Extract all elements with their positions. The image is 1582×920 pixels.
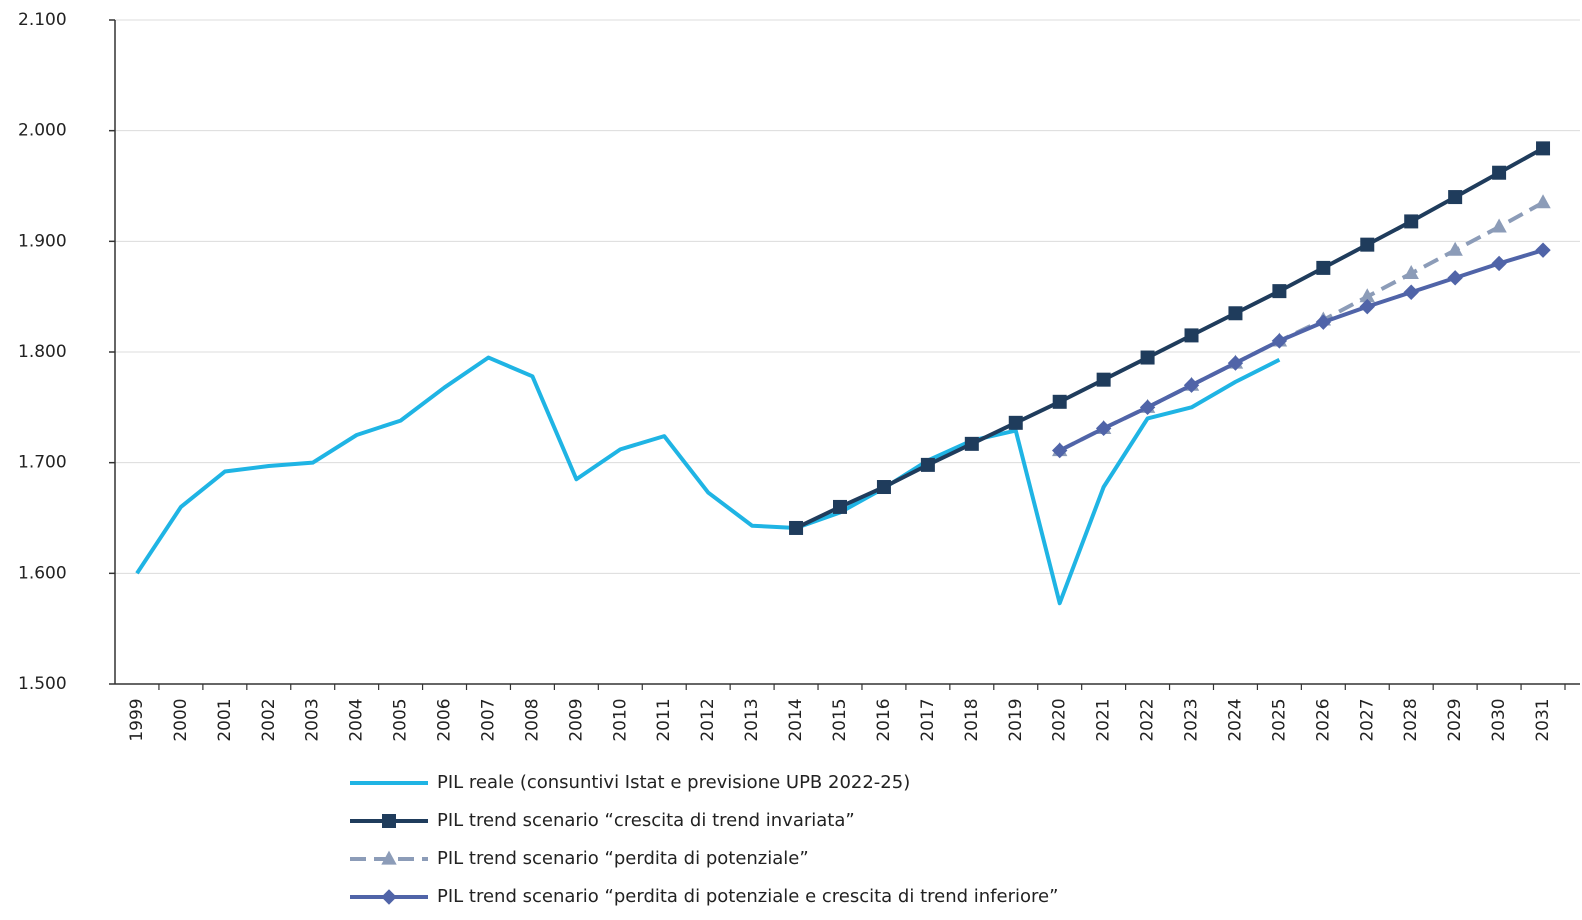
x-tick-label: 2031: [1533, 698, 1553, 741]
data-point: [1052, 394, 1067, 409]
x-tick-label: 2019: [1006, 698, 1026, 741]
x-tick-label: 2025: [1269, 698, 1289, 741]
x-tick-label: 2018: [962, 698, 982, 741]
legend-marker: [382, 814, 396, 828]
x-tick-label: 2024: [1225, 698, 1245, 741]
data-point: [1184, 328, 1199, 343]
data-point: [1096, 372, 1111, 387]
x-tick-label: 2005: [391, 698, 411, 741]
x-tick-label: 2008: [522, 698, 542, 741]
data-point: [1140, 350, 1155, 365]
data-point: [1359, 288, 1375, 303]
data-point: [1448, 190, 1463, 205]
data-point: [1403, 284, 1419, 300]
series-line: [135, 355, 1281, 606]
data-point: [1447, 270, 1463, 286]
x-tick-label: 2014: [786, 698, 806, 741]
x-tick-label: 2007: [478, 698, 498, 741]
x-tick-label: 2028: [1401, 698, 1421, 741]
y-tick-label: 2.100: [18, 10, 67, 30]
x-tick-label: 2002: [259, 698, 279, 741]
x-tick-label: 2006: [435, 698, 455, 741]
x-tick-label: 2003: [303, 698, 323, 741]
x-tick-label: 2012: [698, 698, 718, 741]
data-point: [1139, 399, 1156, 416]
x-tick-label: 2009: [566, 698, 586, 741]
series-line: [795, 146, 1544, 530]
x-tick-label: 2026: [1313, 698, 1333, 741]
data-point: [1051, 442, 1068, 459]
legend-marker: [381, 850, 397, 865]
x-tick-label: 1999: [127, 698, 147, 741]
x-tick-label: 2011: [654, 698, 674, 741]
data-point: [1536, 141, 1551, 156]
data-point: [833, 499, 847, 514]
data-point: [1272, 284, 1287, 299]
y-tick-label: 1.700: [18, 453, 67, 473]
data-point: [1447, 241, 1463, 256]
legend-label: PIL reale (consuntivi Istat e previsione…: [437, 772, 910, 793]
x-tick-label: 2016: [874, 698, 894, 741]
data-point: [1095, 420, 1112, 437]
x-tick-label: 2029: [1445, 698, 1465, 741]
data-point: [1360, 237, 1375, 252]
data-point: [1492, 165, 1507, 180]
data-point: [1403, 265, 1419, 280]
x-tick-label: 2023: [1182, 698, 1202, 741]
y-tick-label: 1.800: [18, 342, 67, 362]
y-tick-label: 2.000: [18, 121, 67, 141]
data-point: [1404, 214, 1419, 229]
data-point: [1227, 355, 1244, 371]
legend-label: PIL trend scenario “crescita di trend in…: [437, 810, 855, 831]
data-point: [876, 480, 891, 495]
data-point: [1008, 415, 1023, 430]
data-point: [920, 457, 935, 472]
data-point: [1359, 298, 1375, 315]
x-tick-label: 2013: [742, 698, 762, 741]
data-point: [1535, 242, 1551, 258]
y-tick-label: 1.900: [18, 231, 67, 251]
x-tick-label: 2001: [215, 698, 235, 741]
data-point: [964, 436, 979, 451]
legend-label: PIL trend scenario “perdita di potenzial…: [437, 886, 1058, 907]
x-tick-label: 2021: [1094, 698, 1114, 741]
data-point: [1535, 194, 1551, 209]
data-point: [1491, 255, 1507, 272]
x-tick-label: 2010: [610, 698, 630, 741]
data-point: [1271, 333, 1288, 349]
legend-label: PIL trend scenario “perdita di potenzial…: [437, 848, 809, 869]
x-tick-label: 2027: [1357, 698, 1377, 741]
x-tick-label: 2004: [347, 698, 367, 741]
x-tick-label: 2022: [1138, 698, 1158, 741]
legend-marker: [381, 889, 397, 905]
data-point: [1316, 260, 1331, 275]
x-tick-label: 2000: [171, 698, 191, 741]
series-line: [1058, 248, 1544, 453]
data-point: [1183, 377, 1200, 393]
y-tick-label: 1.500: [18, 674, 67, 694]
data-point: [1491, 218, 1507, 233]
x-tick-label: 2020: [1050, 698, 1070, 741]
x-tick-label: 2017: [918, 698, 938, 741]
x-tick-label: 2015: [830, 698, 850, 741]
data-point: [1228, 306, 1243, 321]
data-point: [789, 520, 804, 535]
x-tick-label: 2030: [1489, 698, 1509, 741]
y-tick-label: 1.600: [18, 563, 67, 583]
data-point: [1315, 314, 1332, 330]
